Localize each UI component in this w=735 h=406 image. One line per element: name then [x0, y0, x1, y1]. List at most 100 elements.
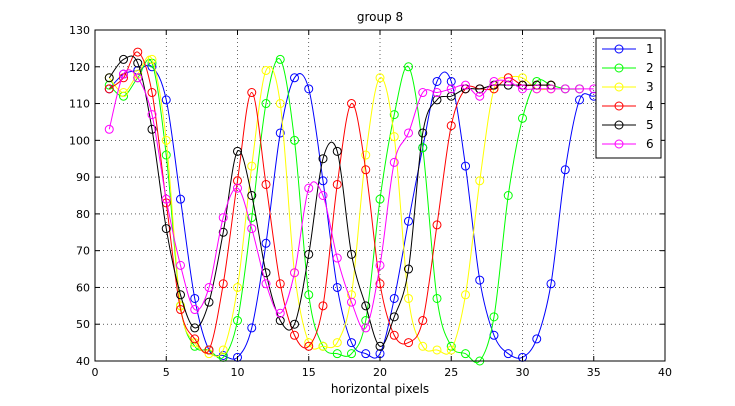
- data-point: [233, 316, 242, 326]
- data-point: [304, 183, 314, 193]
- data-point: [275, 54, 285, 64]
- data-point: [518, 73, 527, 83]
- data-point: [261, 179, 271, 189]
- data-point: [275, 308, 285, 318]
- data-point: [518, 84, 527, 94]
- data-point: [446, 345, 456, 355]
- data-point: [275, 279, 285, 289]
- x-tick-label: 30: [516, 366, 530, 379]
- data-point: [461, 80, 470, 90]
- series-6: [104, 69, 599, 333]
- series-line: [108, 55, 551, 347]
- data-point: [347, 99, 356, 109]
- data-point: [432, 345, 442, 355]
- series-5: [104, 54, 556, 351]
- data-point: [104, 80, 114, 90]
- data-point: [332, 338, 342, 348]
- data-point: [218, 345, 228, 355]
- y-tick-label: 120: [69, 61, 90, 74]
- data-point: [261, 238, 271, 248]
- data-point: [147, 88, 157, 98]
- legend-item: 4: [602, 99, 654, 113]
- data-point: [461, 161, 470, 171]
- data-point: [290, 319, 299, 329]
- legend: 1 2 3 4 5 6: [595, 37, 662, 159]
- data-point: [446, 121, 456, 131]
- data-point: [375, 73, 385, 83]
- legend-item: 3: [602, 80, 654, 94]
- data-point: [418, 88, 428, 98]
- legend-item: 1: [602, 42, 654, 56]
- data-point: [204, 282, 214, 292]
- data-point: [304, 249, 314, 259]
- legend-label: 4: [646, 99, 654, 113]
- series-line: [108, 69, 594, 330]
- data-point: [161, 194, 171, 204]
- data-point: [375, 260, 385, 270]
- data-point: [233, 176, 242, 186]
- data-point: [247, 224, 257, 234]
- data-point: [247, 161, 257, 171]
- data-point: [290, 268, 299, 278]
- data-point: [318, 341, 328, 351]
- data-point: [318, 301, 328, 311]
- data-point: [475, 275, 485, 285]
- data-point: [304, 341, 314, 351]
- data-point: [332, 179, 342, 189]
- legend-item: 6: [602, 137, 654, 151]
- x-tick-label: 15: [302, 366, 316, 379]
- legend-swatch-marker: [614, 120, 624, 130]
- x-tick-label: 40: [658, 366, 672, 379]
- data-point: [347, 249, 356, 259]
- data-point: [432, 88, 442, 98]
- data-point: [332, 146, 342, 156]
- y-tick-label: 40: [76, 355, 90, 368]
- data-point: [119, 69, 128, 79]
- data-point: [161, 150, 171, 160]
- chart-title: group 8: [357, 10, 403, 24]
- data-point: [161, 135, 171, 145]
- x-tick-label: 10: [231, 366, 245, 379]
- x-tick-label: 35: [587, 366, 601, 379]
- data-point: [275, 316, 285, 326]
- data-point: [575, 95, 584, 105]
- data-point: [176, 290, 185, 300]
- legend-label: 5: [646, 118, 654, 132]
- data-point: [176, 194, 185, 204]
- data-point: [190, 323, 200, 333]
- data-point: [575, 84, 584, 94]
- y-tick-label: 50: [76, 318, 90, 331]
- x-axis-label: horizontal pixels: [331, 382, 429, 396]
- y-tick-label: 60: [76, 281, 90, 294]
- data-point: [176, 260, 185, 270]
- data-point: [361, 150, 371, 160]
- y-tick-label: 70: [76, 245, 90, 258]
- data-point: [389, 132, 399, 142]
- legend-swatch-marker: [614, 44, 624, 54]
- data-point: [375, 194, 385, 204]
- data-point: [233, 282, 242, 292]
- data-point: [147, 110, 157, 120]
- data-point: [218, 279, 228, 289]
- data-point: [133, 73, 143, 83]
- data-point: [461, 349, 470, 359]
- data-point: [133, 58, 143, 68]
- data-point: [233, 146, 242, 156]
- x-tick-label: 20: [373, 366, 387, 379]
- data-point: [404, 264, 413, 274]
- y-tick-label: 100: [69, 134, 90, 147]
- data-point: [418, 341, 428, 351]
- data-point: [347, 349, 356, 359]
- data-point: [218, 213, 228, 223]
- data-point: [446, 91, 456, 101]
- data-point: [247, 191, 257, 200]
- data-point: [275, 128, 285, 138]
- data-point: [532, 334, 542, 344]
- data-point: [290, 330, 299, 340]
- data-point: [290, 73, 299, 83]
- data-point: [290, 135, 299, 145]
- data-point: [546, 84, 556, 94]
- data-point: [161, 95, 171, 105]
